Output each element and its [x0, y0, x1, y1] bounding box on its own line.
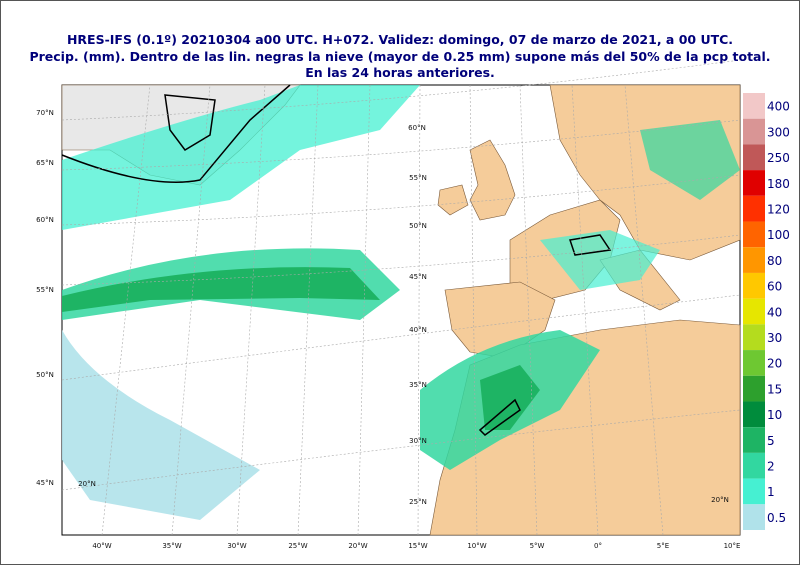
- grid-label: 30°N: [409, 437, 427, 445]
- title-line: HRES-IFS (0.1º) 20210304 a00 UTC. H+072.…: [67, 32, 733, 47]
- colorbar-label: 2: [767, 460, 775, 474]
- grid-label: 50°N: [409, 222, 427, 230]
- colorbar-swatch: [743, 478, 765, 505]
- lat-label: 50°N: [36, 371, 54, 379]
- lat-label: 70°N: [36, 109, 54, 117]
- grid-label: 40°N: [409, 326, 427, 334]
- precipitation: [62, 85, 740, 520]
- colorbar-swatch: [743, 375, 765, 402]
- colorbar-swatch: [743, 118, 765, 145]
- lon-label: 20°W: [348, 542, 367, 550]
- grid-label: 20°N: [711, 496, 729, 504]
- lon-label: 40°W: [92, 542, 111, 550]
- colorbar-swatch: [743, 195, 765, 222]
- colorbar-label: 400: [767, 100, 790, 114]
- colorbar-swatch: [743, 170, 765, 196]
- colorbar-label: 15: [767, 382, 782, 396]
- colorbar-label: 0.5: [767, 511, 786, 525]
- colorbar-label: 100: [767, 228, 790, 242]
- lon-label: 5°E: [657, 542, 669, 550]
- colorbar-swatch: [743, 401, 765, 428]
- colorbar-swatch: [743, 504, 765, 530]
- colorbar-label: 5: [767, 434, 775, 448]
- lat-label: 65°N: [36, 159, 54, 167]
- lon-label: 30°W: [227, 542, 246, 550]
- grid-label: 35°N: [409, 381, 427, 389]
- colorbar-swatch: [743, 247, 765, 273]
- colorbar-label: 1: [767, 485, 775, 499]
- grid-label: 45°N: [409, 273, 427, 281]
- colorbar-swatch: [743, 221, 765, 248]
- title-line: En las 24 horas anteriores.: [305, 65, 495, 80]
- colorbar-swatch: [743, 144, 765, 171]
- colorbar-swatch: [743, 324, 765, 351]
- colorbar-label: 250: [767, 151, 790, 165]
- colorbar-swatch: [743, 427, 765, 453]
- colorbar-swatch: [743, 452, 765, 479]
- colorbar-swatch: [743, 93, 765, 119]
- grid-label: 20°N: [78, 480, 96, 488]
- colorbar-swatch: [743, 298, 765, 325]
- colorbar-label: 300: [767, 125, 790, 139]
- colorbar-label: 120: [767, 202, 790, 216]
- lat-label: 60°N: [36, 216, 54, 224]
- colorbar-label: 20: [767, 357, 782, 371]
- graticule: [61, 59, 741, 536]
- lon-label: 0°: [594, 542, 602, 550]
- lon-label: 25°W: [288, 542, 307, 550]
- colorbar-label: 30: [767, 331, 782, 345]
- title-line: Precip. (mm). Dentro de las lin. negras …: [29, 49, 770, 64]
- lat-label: 45°N: [36, 479, 54, 487]
- colorbar-label: 180: [767, 177, 790, 191]
- map: [61, 59, 741, 536]
- grid-label: 60°N: [408, 124, 426, 132]
- lat-label: 55°N: [36, 286, 54, 294]
- colorbar-swatch: [743, 272, 765, 299]
- colorbar-label: 80: [767, 254, 782, 268]
- snow-contours: [61, 84, 612, 436]
- lon-label: 10°W: [467, 542, 486, 550]
- colorbar-label: 60: [767, 280, 782, 294]
- grid-label: 25°N: [409, 498, 427, 506]
- colorbar-swatch: [743, 350, 765, 376]
- lon-label: 5°W: [530, 542, 545, 550]
- colorbar-label: 40: [767, 305, 782, 319]
- lon-label: 35°W: [162, 542, 181, 550]
- lon-label: 10°E: [724, 542, 741, 550]
- lon-label: 15°W: [408, 542, 427, 550]
- grid-label: 55°N: [409, 174, 427, 182]
- colorbar-label: 10: [767, 408, 782, 422]
